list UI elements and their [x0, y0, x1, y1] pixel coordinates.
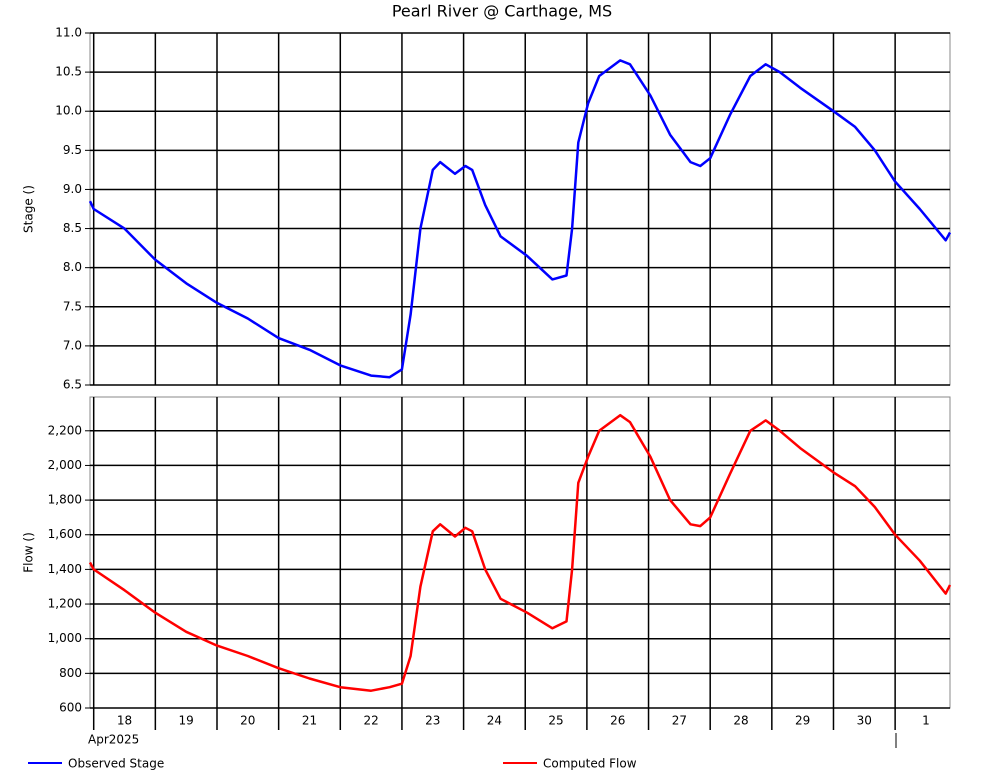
y-tick-label: 9.5 — [63, 143, 82, 157]
x-tick-label: 28 — [733, 714, 748, 728]
x-tick-label: 29 — [795, 714, 810, 728]
y-tick-label: 600 — [59, 701, 82, 715]
y-tick-label: 2,000 — [48, 458, 82, 472]
x-tick-label: 21 — [302, 714, 317, 728]
x-tick-label: 27 — [672, 714, 687, 728]
legend-label: Observed Stage — [68, 757, 164, 771]
y-tick-label: 1,200 — [48, 597, 82, 611]
x-tick-label: 19 — [179, 714, 194, 728]
y-axis-label: Stage () — [22, 185, 36, 233]
y-tick-label: 1,600 — [48, 527, 82, 541]
x-tick-label: 1 — [922, 714, 930, 728]
x-tick-label: 24 — [487, 714, 502, 728]
y-tick-label: 800 — [59, 666, 82, 680]
legend-label: Computed Flow — [543, 757, 637, 771]
y-tick-label: 7.5 — [63, 299, 82, 313]
x-tick-label: 22 — [363, 714, 378, 728]
data-line — [88, 413, 952, 692]
y-tick-label: 1,400 — [48, 562, 82, 576]
y-axis-label: Flow () — [22, 532, 36, 573]
x-tick-label: 23 — [425, 714, 440, 728]
y-tick-label: 1,000 — [48, 631, 82, 645]
x-tick-label: 18 — [117, 714, 132, 728]
y-tick-label: 9.0 — [63, 182, 82, 196]
data-line — [88, 59, 952, 379]
y-tick-label: 11.0 — [55, 26, 82, 40]
y-tick-label: 7.0 — [63, 338, 82, 352]
x-tick-label: 20 — [240, 714, 255, 728]
plot-area — [89, 32, 951, 386]
x-tick-label: 30 — [857, 714, 872, 728]
y-tick-label: 1,800 — [48, 493, 82, 507]
y-tick-label: 8.0 — [63, 260, 82, 274]
y-tick-label: 8.5 — [63, 221, 82, 235]
x-axis-label: Apr2025 — [88, 733, 139, 747]
chart-title: Pearl River @ Carthage, MS — [392, 2, 612, 21]
y-tick-label: 10.5 — [55, 65, 82, 79]
y-tick-label: 2,200 — [48, 423, 82, 437]
x-tick-label: 25 — [548, 714, 563, 728]
y-tick-label: 6.5 — [63, 378, 82, 392]
y-tick-label: 10.0 — [55, 104, 82, 118]
x-tick-label: 26 — [610, 714, 625, 728]
plot-area — [89, 396, 951, 709]
